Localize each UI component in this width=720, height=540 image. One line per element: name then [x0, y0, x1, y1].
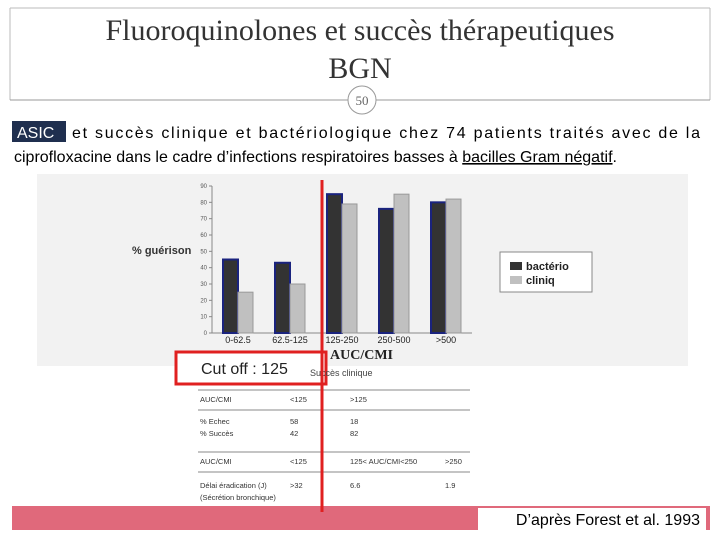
bar — [289, 283, 306, 334]
y-tick-label: 90 — [200, 184, 207, 190]
title-line: Fluoroquinolones et succès thérapeutique… — [105, 14, 614, 47]
x-tick-label: 250-500 — [377, 335, 410, 345]
table-cell: >125 — [350, 395, 367, 404]
bar — [222, 258, 239, 334]
table-cell: Délai éradication (J) — [200, 481, 267, 490]
title-line: BGN — [328, 52, 391, 85]
y-tick-label: 40 — [200, 266, 207, 272]
legend-label: bactério — [526, 261, 569, 273]
cut-off-box — [174, 350, 328, 386]
bar — [274, 261, 291, 334]
legend-swatch — [510, 276, 522, 284]
body-text: . — [613, 149, 617, 166]
legend-swatch — [510, 262, 522, 270]
table-cell: 42 — [290, 429, 298, 438]
y-tick-label: 30 — [200, 282, 207, 288]
bar — [430, 201, 447, 334]
x-tick-label: 62.5-125 — [272, 335, 308, 345]
legend-label: cliniq — [526, 275, 555, 287]
footer-box — [478, 508, 706, 530]
footer: D’après Forest et al. 1993 — [516, 512, 700, 529]
y-tick-label: 0 — [204, 331, 208, 337]
slide-number-badge — [347, 85, 377, 115]
bar — [445, 198, 462, 334]
body-underlined: bacilles Gram négatif — [462, 149, 613, 166]
y-tick-label: 60 — [200, 233, 207, 239]
y-axis-label: % guérison — [132, 245, 192, 257]
table-cell: <125 — [290, 395, 307, 404]
chart: 0 10 20 30 40 50 60 70 80 90 % guérison 0-62.5 62.5-… — [132, 184, 569, 345]
table-cell: >32 — [290, 481, 303, 490]
y-tick-label: 20 — [200, 298, 207, 304]
title-text: Fluoroquinolones et succès thérapeutique… — [105, 14, 614, 47]
table-subtitle: Succès clinique — [310, 368, 373, 378]
table: AUC/CMI Succès clinique AUC/CMI <125 >125 % E… — [198, 348, 470, 502]
table-cell: 58 — [290, 417, 298, 426]
body-line: ciprofloxacine dans le cadre d’infection… — [14, 149, 617, 166]
bar — [237, 291, 254, 334]
table-cell: AUC/CMI — [200, 395, 232, 404]
table-cell: 125< AUC/CMI<250 — [350, 457, 417, 466]
y-tick-label: 70 — [200, 217, 207, 223]
table-cell: 1.9 — [445, 481, 455, 490]
bar — [393, 193, 410, 334]
table-cell: 82 — [350, 429, 358, 438]
table-cell: <125 — [290, 457, 307, 466]
table-cell: AUC/CMI — [200, 457, 232, 466]
y-tick-label: 10 — [200, 315, 207, 321]
bar — [378, 207, 395, 334]
slide-number: 50 — [356, 93, 369, 108]
table-cell: 18 — [350, 417, 358, 426]
y-tick-label: 50 — [200, 249, 207, 255]
x-tick-label: >500 — [436, 335, 456, 345]
highlight: ASIC — [17, 125, 54, 142]
table-cell: >250 — [445, 457, 462, 466]
table-note: (Sécrétion bronchique) — [200, 493, 276, 502]
y-tick-label: 80 — [200, 200, 207, 206]
x-tick-label: 125-250 — [325, 335, 358, 345]
bar — [341, 203, 358, 334]
title-text: BGN — [328, 52, 391, 85]
table-cell: % Succès — [200, 429, 234, 438]
cut-off: Cut off : 125 — [201, 361, 288, 378]
bar — [326, 193, 343, 334]
table-title: AUC/CMI — [330, 348, 393, 363]
body-line: et succès clinique et bactériologique ch… — [72, 125, 700, 142]
table-cell: % Echec — [200, 417, 230, 426]
body-text: ciprofloxacine dans le cadre d’infection… — [14, 149, 462, 166]
x-tick-label: 0-62.5 — [225, 335, 251, 345]
table-cell: 6.6 — [350, 481, 360, 490]
legend-box — [499, 251, 593, 293]
highlight-box — [12, 121, 66, 142]
